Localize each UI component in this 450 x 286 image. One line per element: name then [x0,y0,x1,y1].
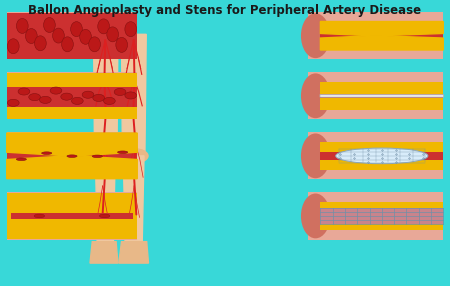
FancyBboxPatch shape [7,13,137,59]
Ellipse shape [17,18,28,33]
Polygon shape [94,34,118,154]
FancyBboxPatch shape [7,107,137,119]
Ellipse shape [98,19,109,34]
FancyBboxPatch shape [320,21,443,33]
Ellipse shape [92,155,103,158]
Ellipse shape [18,88,30,95]
Ellipse shape [61,93,72,100]
FancyBboxPatch shape [320,94,444,97]
FancyBboxPatch shape [7,193,137,239]
FancyBboxPatch shape [320,82,443,94]
Ellipse shape [107,27,118,42]
Ellipse shape [40,96,51,104]
Ellipse shape [67,155,77,157]
FancyBboxPatch shape [320,142,443,170]
Polygon shape [320,36,443,50]
FancyBboxPatch shape [7,73,137,119]
Ellipse shape [41,152,52,154]
Ellipse shape [7,99,19,106]
Ellipse shape [35,36,46,51]
Ellipse shape [16,158,27,160]
FancyBboxPatch shape [7,133,137,179]
Ellipse shape [29,94,40,101]
Ellipse shape [34,214,45,218]
Ellipse shape [53,28,64,43]
Polygon shape [7,156,137,179]
FancyBboxPatch shape [320,82,443,110]
Ellipse shape [117,151,128,154]
FancyBboxPatch shape [308,72,443,120]
Polygon shape [90,242,118,263]
FancyBboxPatch shape [7,132,137,180]
FancyBboxPatch shape [320,224,443,230]
Ellipse shape [82,91,94,98]
FancyBboxPatch shape [308,192,443,240]
FancyBboxPatch shape [7,133,137,152]
Ellipse shape [125,22,137,37]
Ellipse shape [125,92,137,99]
FancyBboxPatch shape [320,98,443,110]
Ellipse shape [336,148,428,164]
Polygon shape [320,21,443,36]
FancyBboxPatch shape [308,12,443,59]
Ellipse shape [7,39,19,54]
Polygon shape [7,133,137,156]
FancyBboxPatch shape [11,212,133,219]
FancyBboxPatch shape [7,72,137,120]
Ellipse shape [120,148,148,164]
Ellipse shape [26,29,37,43]
FancyBboxPatch shape [320,202,443,230]
Ellipse shape [50,87,62,94]
FancyBboxPatch shape [320,160,443,170]
Polygon shape [122,34,146,154]
Polygon shape [95,156,115,243]
Ellipse shape [104,97,115,104]
Ellipse shape [93,94,104,102]
Ellipse shape [301,74,330,118]
Polygon shape [119,242,148,263]
Ellipse shape [44,17,55,33]
Ellipse shape [114,88,126,96]
FancyBboxPatch shape [7,73,137,87]
Ellipse shape [91,148,120,164]
Ellipse shape [89,37,100,52]
Ellipse shape [116,37,127,52]
Ellipse shape [72,97,83,104]
Ellipse shape [301,134,330,178]
FancyBboxPatch shape [320,21,443,50]
Ellipse shape [80,29,91,44]
FancyBboxPatch shape [308,132,443,180]
FancyBboxPatch shape [320,38,443,50]
FancyBboxPatch shape [7,12,137,59]
FancyBboxPatch shape [320,142,443,152]
FancyBboxPatch shape [320,202,443,208]
Ellipse shape [301,194,330,238]
Ellipse shape [62,37,73,52]
FancyBboxPatch shape [320,208,443,224]
Ellipse shape [99,214,110,218]
FancyBboxPatch shape [7,192,137,240]
Ellipse shape [301,13,330,58]
Polygon shape [123,156,144,243]
Text: Ballon Angioplasty and Stens for Peripheral Artery Disease: Ballon Angioplasty and Stens for Periphe… [28,4,422,17]
FancyBboxPatch shape [7,160,137,179]
Ellipse shape [71,22,82,37]
